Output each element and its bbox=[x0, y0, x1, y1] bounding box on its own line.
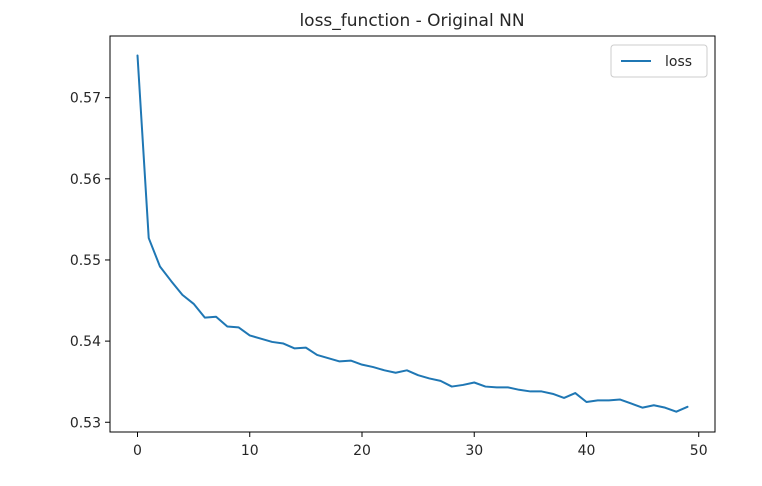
series-layer bbox=[136, 54, 689, 413]
x-tick-label: 30 bbox=[465, 443, 483, 459]
legend: loss bbox=[610, 44, 708, 78]
x-tick-label: 40 bbox=[578, 443, 596, 459]
y-axis: 0.53 0.54 0.55 0.56 0.57 bbox=[70, 91, 110, 431]
y-tick-label: 0.53 bbox=[70, 415, 101, 431]
x-tick-label: 20 bbox=[353, 443, 371, 459]
y-tick-label: 0.56 bbox=[70, 172, 101, 188]
x-tick-label: 50 bbox=[690, 443, 708, 459]
plot-frame bbox=[109, 35, 716, 433]
y-tick-label: 0.55 bbox=[70, 253, 101, 269]
y-tick-label: 0.54 bbox=[70, 334, 101, 350]
x-tick-label: 0 bbox=[133, 443, 142, 459]
y-tick-label: 0.57 bbox=[70, 91, 101, 107]
x-axis: 0 10 20 30 40 50 bbox=[133, 432, 708, 459]
x-tick-label: 10 bbox=[241, 443, 259, 459]
series-line-loss bbox=[136, 54, 689, 413]
legend-label: loss bbox=[665, 54, 692, 70]
legend-box bbox=[610, 44, 708, 78]
chart-title: loss_function - Original NN bbox=[299, 11, 524, 31]
